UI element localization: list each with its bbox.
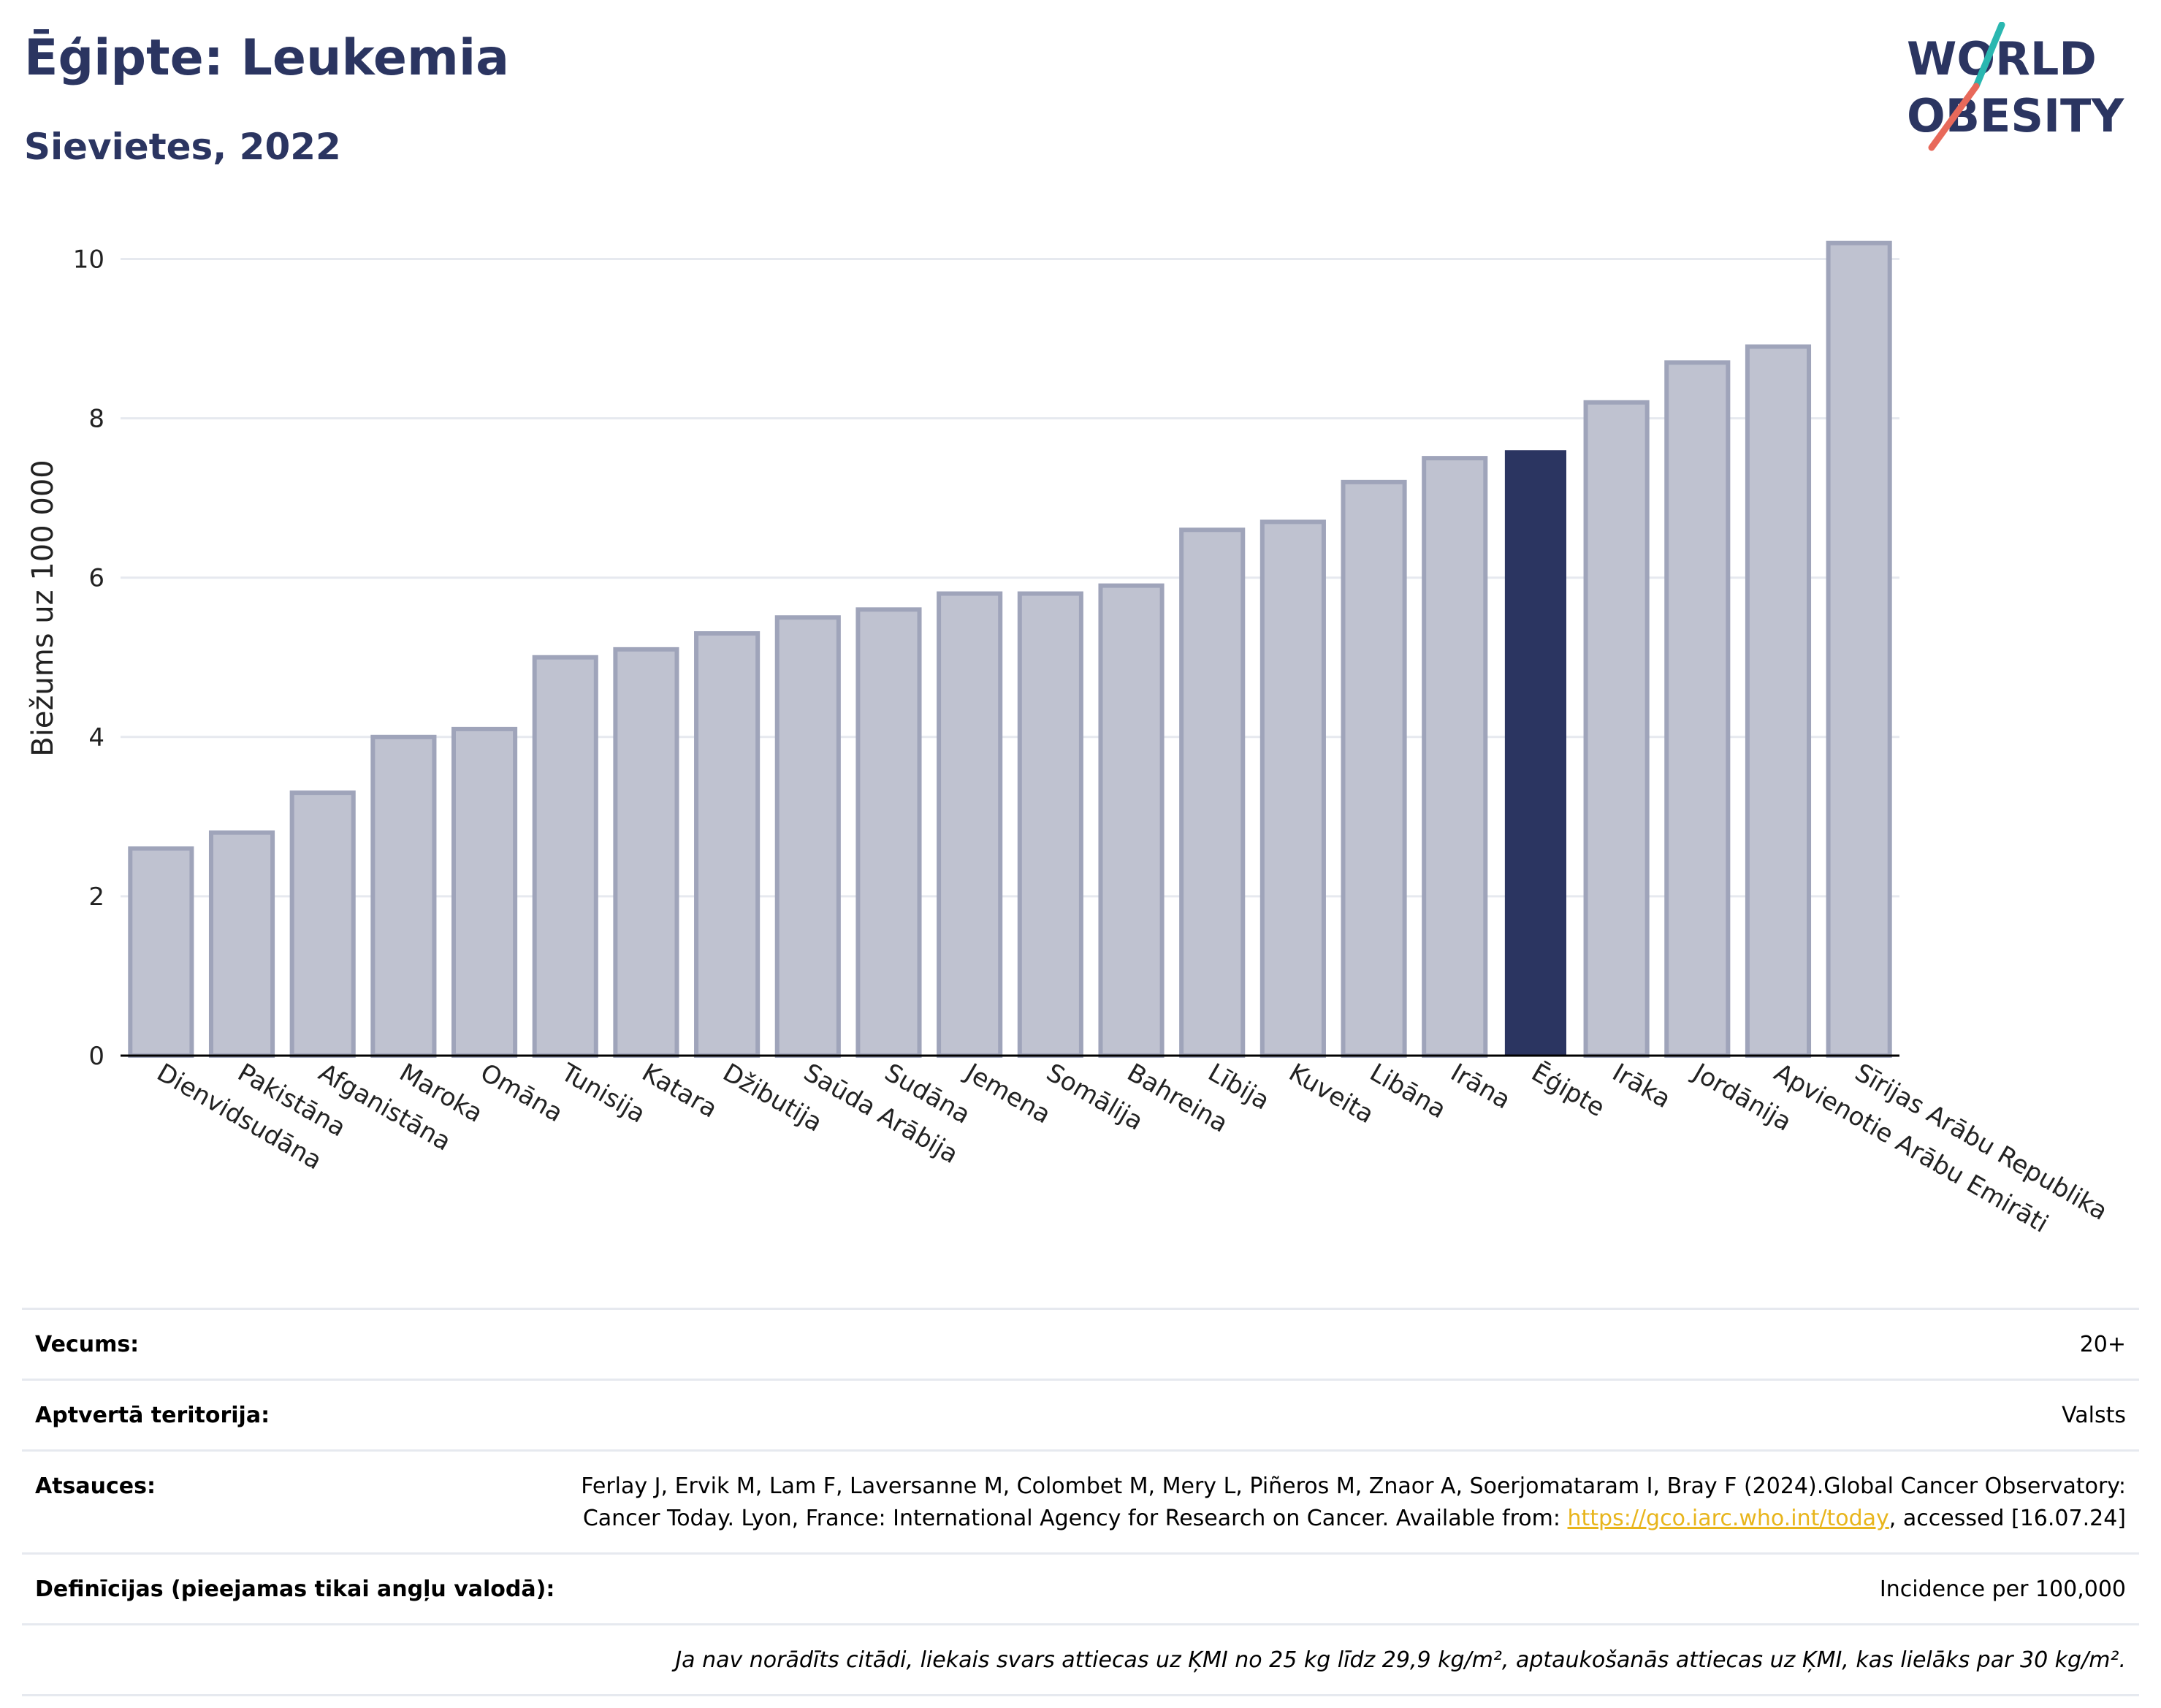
definitions-label: Definīcijas (pieejamas tikai angļu valod… [35,1577,555,1602]
world-obesity-logo: WORLD OBESITY [1907,22,2124,151]
x-tick-label: Libāna [1365,1058,1451,1124]
y-tick-label: 8 [88,405,104,434]
x-tick-label: Ēģipte [1526,1058,1609,1123]
bar-13 [1098,583,1165,1058]
bar-19 [1583,400,1650,1058]
bar-21 [1745,344,1812,1058]
references-value: Ferlay J, Ervik M, Lam F, Laversanne M, … [519,1471,2126,1535]
coverage-value: Valsts [2062,1403,2126,1428]
y-tick-label: 10 [73,245,104,275]
logo-slash-coral [1928,83,1980,151]
y-tick-label: 6 [88,564,104,593]
bar-1 [128,846,194,1058]
logo-line-world: WORLD [1907,32,2097,85]
age-label: Vecums: [35,1332,140,1357]
x-tick-label: Katara [637,1058,723,1124]
y-axis-label: Biežums uz 100 000 [26,460,60,757]
bar-10 [855,607,922,1058]
x-tick-label: Tunisija [555,1058,650,1129]
bar-12 [1017,591,1083,1058]
y-tick-label: 0 [88,1042,104,1071]
bar-16 [1341,479,1407,1059]
bar-11 [937,591,1003,1058]
bar-5 [451,726,518,1059]
bar-6 [532,655,598,1058]
references-text: Ferlay J, Ervik M, Lam F, Laversanne M, … [581,1473,2126,1531]
bar-3 [289,790,356,1059]
y-tick-label: 4 [88,723,104,752]
info-table: Vecums: 20+ Aptvertā teritorija: Valsts … [22,1308,2139,1696]
bar-2 [208,830,275,1059]
definitions-value: Incidence per 100,000 [1879,1577,2126,1602]
info-row-references: Atsauces: Ferlay J, Ervik M, Lam F, Lave… [22,1449,2139,1552]
references-link[interactable]: https://gco.iarc.who.int/today [1567,1506,1889,1531]
x-tick-label: Irāka [1607,1058,1675,1114]
chart-subtitle: Sievietes, 2022 [24,126,341,168]
bar-18 [1504,450,1566,1056]
bar-8 [694,631,761,1058]
info-row-definitions: Definīcijas (pieejamas tikai angļu valod… [22,1552,2139,1623]
references-tail: , accessed [16.07.24] [1889,1506,2126,1531]
bar-7 [613,647,679,1058]
logo-slash-teal [1973,22,2005,90]
note-text: Ja nav norādīts citādi, liekais svars at… [675,1647,2126,1673]
references-label: Atsauces: [35,1473,156,1499]
bar-4 [370,734,437,1058]
info-row-age: Vecums: 20+ [22,1308,2139,1379]
bar-17 [1422,456,1488,1058]
bar-14 [1179,527,1246,1058]
x-tick-label: Kuveita [1284,1058,1379,1129]
x-tick-label: Irāna [1446,1058,1516,1115]
info-row-coverage: Aptvertā teritorija: Valsts [22,1379,2139,1449]
y-tick-label: 2 [88,882,104,912]
coverage-label: Aptvertā teritorija: [35,1403,270,1428]
x-tick-label: Omāna [476,1058,568,1128]
bar-9 [774,615,841,1058]
bar-22 [1826,240,1892,1059]
x-tick-label: Jemena [959,1057,1056,1129]
info-row-note: Ja nav norādīts citādi, liekais svars at… [22,1623,2139,1696]
chart-title: Ēģipte: Leukemia [24,29,510,87]
age-value: 20+ [2079,1332,2126,1357]
bar-20 [1664,360,1731,1059]
bar-15 [1259,519,1326,1058]
